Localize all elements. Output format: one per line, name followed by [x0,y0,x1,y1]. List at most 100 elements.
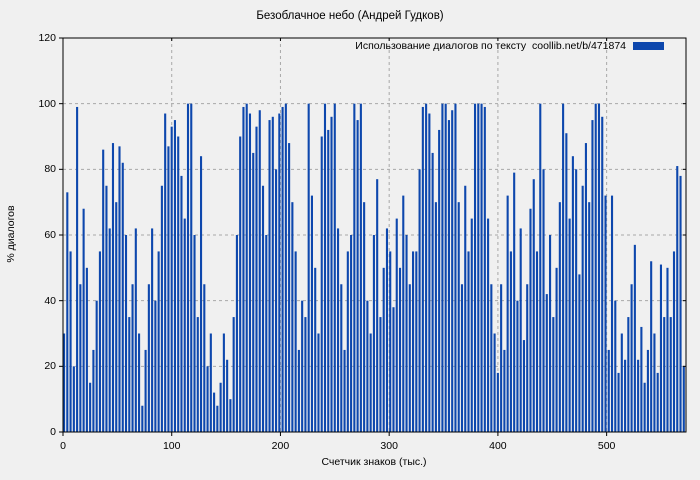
bar [597,103,601,433]
bar [503,349,506,432]
bar [545,294,548,432]
bar [245,103,248,433]
bar [343,349,346,432]
bar [454,103,457,433]
bar [395,218,398,432]
bar [134,228,137,432]
bar [646,349,649,432]
bar [477,103,480,433]
bar [428,113,431,433]
bar [85,267,88,432]
bar [565,133,568,432]
bar [363,202,366,432]
bar [356,120,359,432]
bar [500,284,503,432]
y-tick-label: 0 [50,426,56,438]
bar [301,300,304,432]
bar [562,103,565,433]
bar [297,349,300,432]
bar [493,333,496,432]
bar [232,317,235,432]
bar [434,202,437,432]
bar [115,202,118,432]
bar [526,284,529,432]
bar [522,340,526,432]
bar [203,284,206,432]
bar [180,175,183,432]
bar [519,228,522,432]
bar [571,156,574,432]
bar [412,251,415,432]
x-tick-label: 400 [489,440,507,452]
bar [601,116,604,433]
bar [663,317,666,432]
bar [535,251,539,432]
bar [415,251,418,432]
bar [529,208,532,432]
bar [271,116,274,433]
bar [160,185,163,432]
bar [353,103,356,433]
bar [307,103,310,433]
bar [516,300,519,432]
bar [72,366,75,432]
bar [102,149,105,432]
y-tick-label: 120 [38,32,56,44]
bar [69,251,72,432]
bar [578,274,581,432]
bar [239,136,242,432]
bar [421,106,424,432]
y-axis-label: % диалогов [5,205,17,263]
bar [141,405,144,432]
bar [278,113,281,433]
bar [552,317,555,432]
bar [235,235,238,432]
bar [464,185,467,432]
bar [281,106,284,432]
bar [588,202,591,432]
bar [604,195,607,432]
bar [640,326,643,432]
y-tick-label: 20 [44,360,56,373]
bar [408,284,411,432]
bar [209,333,212,432]
bar [666,267,669,432]
bar [105,185,108,432]
bar [389,251,392,432]
bar [124,235,128,432]
bar [275,169,278,432]
bar [624,359,627,432]
bar [252,152,255,433]
bar [222,333,225,432]
bar [314,267,317,432]
bar [111,143,115,432]
bar [288,143,291,432]
bar [542,169,545,432]
bar [346,251,349,432]
bar [470,218,473,432]
bar [170,126,173,433]
bar [620,333,623,432]
x-axis-label: Счетчик знаков (тыс.) [321,456,427,468]
bar [607,349,610,432]
bar [425,103,428,433]
bar [261,185,265,432]
bar [265,235,268,432]
bar [92,349,95,432]
bar [317,333,320,432]
bar [199,156,203,432]
bar [340,284,343,432]
bar [82,208,85,432]
bar [568,218,571,432]
bar [614,300,617,432]
bar [376,179,379,432]
bar [216,405,219,432]
bar [418,169,421,432]
bar [637,359,640,432]
bar [118,146,121,432]
bar [144,349,147,432]
bar [310,195,313,432]
bar [682,366,685,432]
bar [66,192,69,432]
